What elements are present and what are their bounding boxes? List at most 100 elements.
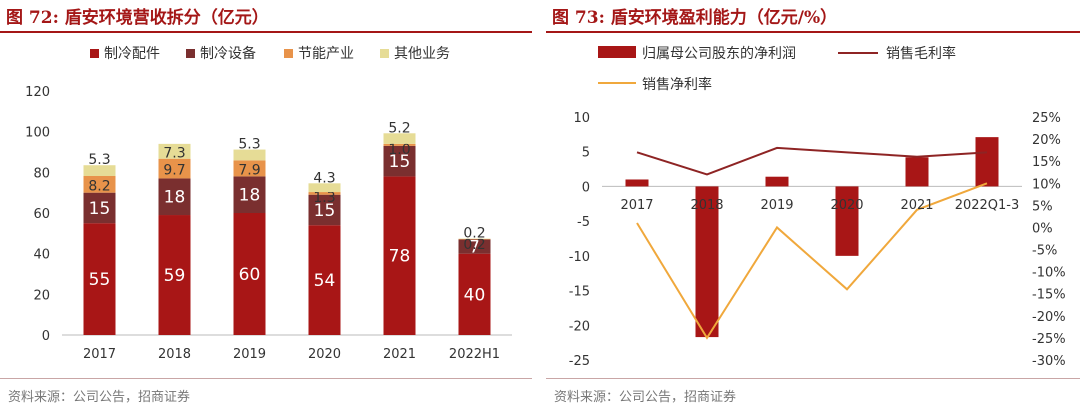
right-source-note: 资料来源：公司公告，招商证券 [554,390,737,405]
net-profit-bar-2018 [695,186,719,338]
bar-4-2021 [383,133,416,144]
bar-4-2017 [83,165,116,176]
y-tick-label: 40 [33,248,50,263]
legend-swatch-2 [186,49,195,58]
profit-y-axis-right: -30% -25% -20% -15% -10% -5% 0% 5% 10% 15% 20% 25% [1032,111,1066,369]
bar-2-2017 [83,192,116,224]
bar-2-2020 [308,194,341,226]
data-label-4-2021: 5.2 [388,120,410,136]
left-y-tick-label: 0 [582,180,590,195]
left-y-tick-label: 10 [573,111,590,126]
left-chart-title: 图 72: 盾安环境营收拆分（亿元） [6,8,269,28]
data-label-2-2021: 15 [389,152,411,172]
right-title-rule [546,31,1080,33]
data-label-2-2017: 15 [89,199,111,219]
data-label-3-2021: 1.0 [388,142,410,158]
bar-4-2018 [158,143,191,159]
data-label-1-2020: 54 [314,271,336,291]
legend-swatch-4 [380,49,389,58]
data-label-2-2020: 15 [314,201,336,221]
data-label-1-2018: 59 [164,266,186,286]
bar-4-2020 [308,183,341,193]
x-tick-label: 2020 [830,198,863,213]
left-y-tick-label: -15 [569,285,590,300]
data-label-3-2022H1: 0.2 [463,237,485,253]
x-tick-label: 2018 [158,347,191,362]
right-y-tick-label: 0% [1032,221,1053,236]
bar-4-2019 [233,149,266,161]
profit-panel: 图 73: 盾安环境盈利能力（亿元/%） 归属母公司股东的净利润 销售毛利率 销售净… [546,0,1080,408]
x-tick-label: 2017 [83,347,116,362]
revenue-panel: 图 72: 盾安环境营收拆分（亿元） 制冷配件 制冷设备 节能产业 其他业务 0 20 40… [0,0,532,408]
left-title-rule [0,31,532,33]
bar-3-2019 [233,160,266,177]
data-label-3-2019: 7.9 [238,162,260,178]
right-y-tick-label: 10% [1032,177,1061,192]
y-tick-label: 120 [25,85,50,100]
revenue-chart: 制冷配件 制冷设备 节能产业 其他业务 0 20 40 60 80 100 120 55 15 8.2 5.… [25,45,512,362]
profit-y-axis-left: -25 -20 -15 -10 -5 0 5 10 [569,111,590,369]
right-y-tick-label: 15% [1032,155,1061,170]
bar-3-2021 [383,143,416,146]
y-tick-label: 20 [33,288,50,303]
data-label-3-2017: 8.2 [88,178,110,194]
right-y-tick-label: -15% [1032,288,1066,303]
right-y-tick-label: -25% [1032,332,1066,347]
data-label-4-2020: 4.3 [313,170,335,186]
left-source-note: 资料来源：公司公告，招商证券 [8,390,191,405]
legend-swatch-3 [284,49,293,58]
left-y-tick-label: -5 [577,215,590,230]
revenue-legend: 制冷配件 制冷设备 节能产业 其他业务 [90,45,450,62]
bar-2-2019 [233,176,266,213]
data-label-2-2019: 18 [239,186,261,206]
bar-3-2020 [308,192,341,195]
bar-3-2017 [83,175,116,193]
y-tick-label: 80 [33,166,50,181]
x-tick-label: 2017 [620,198,653,213]
net-profit-bar-2017 [625,179,649,187]
x-tick-label: 2021 [900,198,933,213]
x-tick-label: 2019 [233,347,266,362]
y-tick-label: 100 [25,126,50,141]
legend-label-gross-margin: 销售毛利率 [886,45,956,62]
left-y-tick-label: -20 [569,319,590,334]
y-tick-label: 60 [33,207,50,222]
bar-1-2020 [308,225,341,335]
left-bottom-rule [0,378,532,379]
bar-3-2018 [158,158,191,179]
net-profit-bar-2022Q1-3 [975,137,999,187]
data-label-4-2017: 5.3 [88,152,110,168]
right-y-tick-label: 25% [1032,111,1061,126]
right-y-tick-label: -20% [1032,310,1066,325]
right-chart-title: 图 73: 盾安环境盈利能力（亿元/%） [552,8,838,28]
legend-swatch-net-profit [598,46,636,58]
data-label-2-2018: 18 [164,188,186,208]
bar-2-2022H1 [458,239,491,254]
data-label-1-2017: 55 [89,270,111,290]
legend-label-4: 其他业务 [394,46,450,62]
x-tick-label: 2021 [383,347,416,362]
legend-label-2: 制冷设备 [200,45,256,62]
bar-1-2022H1 [458,253,491,335]
net-profit-bar-2020 [835,186,859,256]
y-tick-label: 0 [42,329,50,344]
revenue-bars: 55158.25.359189.77.360187.95.354151.34.3… [83,120,491,335]
legend-label-3: 节能产业 [298,46,354,62]
legend-label-net-profit: 归属母公司股东的净利润 [642,45,796,62]
bar-1-2017 [83,223,116,335]
right-y-tick-label: 5% [1032,199,1053,214]
x-tick-label: 2022H1 [449,347,500,362]
x-tick-label: 2019 [760,198,793,213]
net-margin-line [636,182,988,340]
data-label-2-2022H1: 7 [469,238,480,258]
right-y-tick-label: -30% [1032,354,1066,369]
x-tick-label: 2022Q1-3 [955,198,1020,213]
right-y-tick-label: 20% [1032,133,1061,148]
data-label-4-2018: 7.3 [163,145,185,161]
legend-swatch-1 [90,49,99,58]
profit-bars [625,137,999,338]
x-tick-label: 2020 [308,347,341,362]
data-label-1-2021: 78 [389,247,411,267]
bar-2-2021 [383,145,416,177]
